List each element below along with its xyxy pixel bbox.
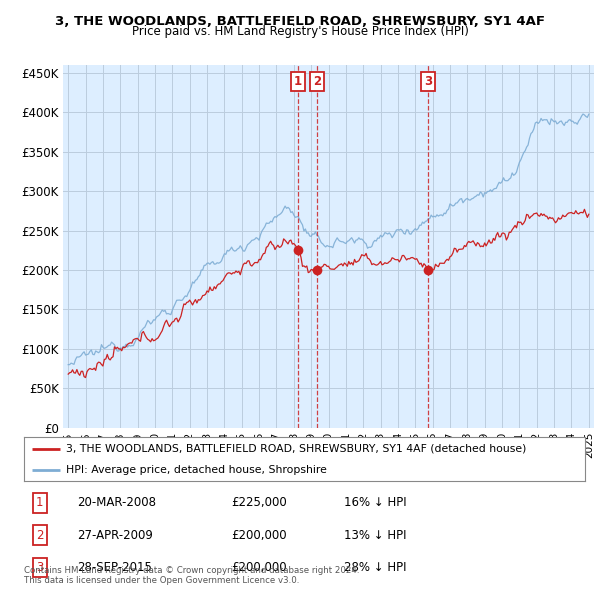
Text: 3, THE WOODLANDS, BATTLEFIELD ROAD, SHREWSBURY, SY1 4AF: 3, THE WOODLANDS, BATTLEFIELD ROAD, SHRE… [55,15,545,28]
Text: 16% ↓ HPI: 16% ↓ HPI [344,496,406,509]
Text: Contains HM Land Registry data © Crown copyright and database right 2024.
This d: Contains HM Land Registry data © Crown c… [24,566,359,585]
Text: 28-SEP-2015: 28-SEP-2015 [77,561,152,574]
Text: 2: 2 [36,529,43,542]
Text: 1: 1 [293,75,302,88]
Text: Price paid vs. HM Land Registry's House Price Index (HPI): Price paid vs. HM Land Registry's House … [131,25,469,38]
Text: 3: 3 [424,75,432,88]
Text: 27-APR-2009: 27-APR-2009 [77,529,153,542]
Text: 2: 2 [313,75,321,88]
Text: 28% ↓ HPI: 28% ↓ HPI [344,561,406,574]
Text: 13% ↓ HPI: 13% ↓ HPI [344,529,406,542]
Text: £225,000: £225,000 [232,496,287,509]
Text: 3: 3 [36,561,43,574]
Text: £200,000: £200,000 [232,529,287,542]
Text: 3, THE WOODLANDS, BATTLEFIELD ROAD, SHREWSBURY, SY1 4AF (detached house): 3, THE WOODLANDS, BATTLEFIELD ROAD, SHRE… [66,444,526,454]
Text: 20-MAR-2008: 20-MAR-2008 [77,496,156,509]
Text: 1: 1 [36,496,43,509]
Text: HPI: Average price, detached house, Shropshire: HPI: Average price, detached house, Shro… [66,465,327,475]
Text: £200,000: £200,000 [232,561,287,574]
